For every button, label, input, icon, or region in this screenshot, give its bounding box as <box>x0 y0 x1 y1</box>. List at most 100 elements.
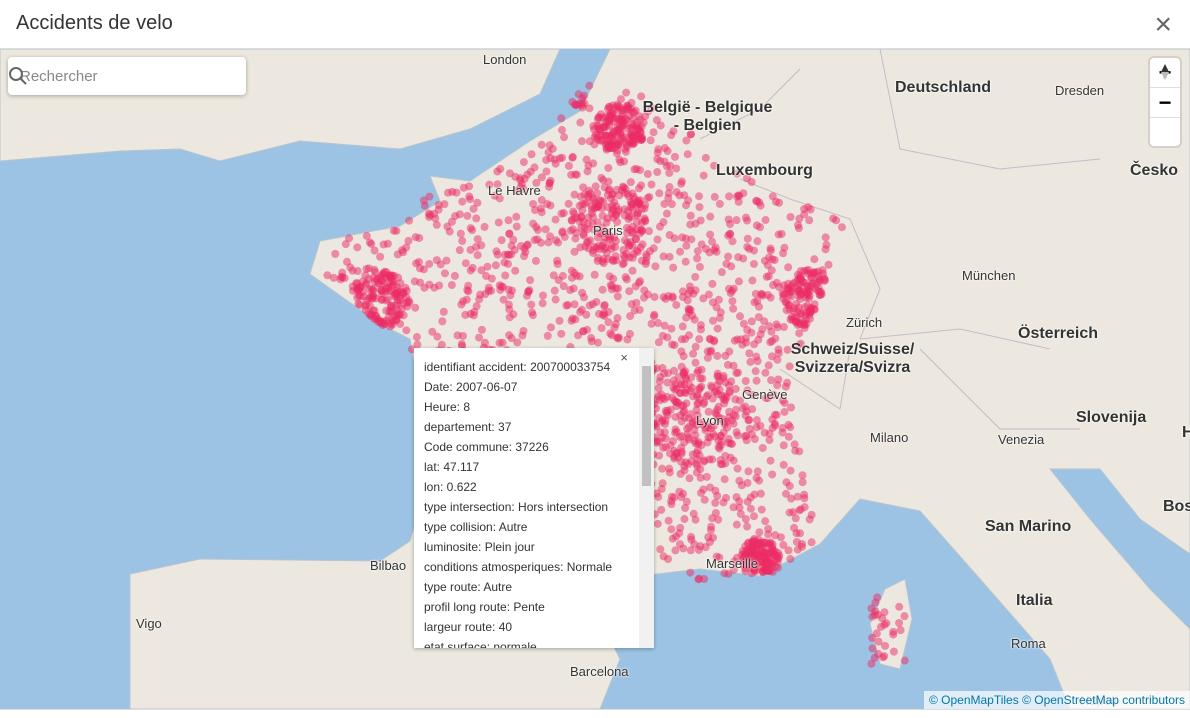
accident-marker[interactable] <box>439 307 448 316</box>
accident-marker[interactable] <box>786 554 795 563</box>
accident-marker[interactable] <box>572 228 581 237</box>
accident-marker[interactable] <box>771 562 780 571</box>
accident-marker[interactable] <box>657 505 666 514</box>
accident-marker[interactable] <box>617 122 626 131</box>
accident-marker[interactable] <box>599 238 608 247</box>
accident-marker[interactable] <box>665 168 674 177</box>
accident-marker[interactable] <box>491 261 500 270</box>
accident-marker[interactable] <box>568 273 577 282</box>
accident-marker[interactable] <box>710 192 719 201</box>
accident-marker[interactable] <box>361 271 370 280</box>
accident-marker[interactable] <box>794 303 803 312</box>
accident-marker[interactable] <box>584 186 593 195</box>
accident-marker[interactable] <box>784 263 793 272</box>
accident-marker[interactable] <box>705 455 714 464</box>
accident-marker[interactable] <box>654 338 663 347</box>
accident-marker[interactable] <box>710 336 719 345</box>
accident-marker[interactable] <box>644 107 653 116</box>
accident-marker[interactable] <box>685 474 694 483</box>
accident-marker[interactable] <box>706 526 715 535</box>
accident-marker[interactable] <box>587 337 596 346</box>
accident-marker[interactable] <box>636 243 645 252</box>
accident-marker[interactable] <box>822 240 831 249</box>
accident-marker[interactable] <box>686 410 695 419</box>
accident-marker[interactable] <box>725 407 734 416</box>
accident-marker[interactable] <box>654 319 663 328</box>
accident-marker[interactable] <box>778 396 787 405</box>
accident-marker[interactable] <box>650 292 659 301</box>
accident-marker[interactable] <box>530 163 539 172</box>
accident-marker[interactable] <box>741 213 750 222</box>
accident-marker[interactable] <box>472 242 481 251</box>
accident-marker[interactable] <box>814 283 823 292</box>
accident-marker[interactable] <box>656 373 665 382</box>
accident-marker[interactable] <box>746 504 755 513</box>
accident-marker[interactable] <box>665 252 674 261</box>
accident-marker[interactable] <box>774 230 783 239</box>
accident-marker[interactable] <box>696 473 705 482</box>
accident-marker[interactable] <box>672 300 681 309</box>
accident-marker[interactable] <box>723 423 732 432</box>
accident-marker[interactable] <box>715 314 724 323</box>
accident-marker[interactable] <box>532 178 541 187</box>
accident-marker[interactable] <box>742 338 751 347</box>
accident-marker[interactable] <box>557 114 566 123</box>
accident-marker[interactable] <box>593 115 602 124</box>
accident-marker[interactable] <box>570 300 579 309</box>
accident-marker[interactable] <box>331 249 340 258</box>
accident-marker[interactable] <box>798 539 807 548</box>
accident-marker[interactable] <box>665 464 674 473</box>
accident-marker[interactable] <box>667 200 676 209</box>
accident-marker[interactable] <box>652 404 661 413</box>
accident-marker[interactable] <box>590 270 599 279</box>
accident-marker[interactable] <box>728 297 737 306</box>
accident-marker[interactable] <box>677 493 686 502</box>
accident-marker[interactable] <box>623 101 632 110</box>
accident-marker[interactable] <box>513 338 522 347</box>
accident-marker[interactable] <box>353 243 362 252</box>
accident-marker[interactable] <box>537 140 546 149</box>
accident-marker[interactable] <box>696 325 705 334</box>
accident-marker[interactable] <box>663 147 672 156</box>
accident-marker[interactable] <box>733 169 742 178</box>
accident-marker[interactable] <box>662 209 671 218</box>
accident-marker[interactable] <box>794 287 803 296</box>
accident-marker[interactable] <box>512 186 521 195</box>
accident-marker[interactable] <box>576 118 585 127</box>
accident-marker[interactable] <box>601 228 610 237</box>
accident-marker[interactable] <box>664 516 673 525</box>
accident-marker[interactable] <box>733 431 742 440</box>
accident-marker[interactable] <box>493 180 502 189</box>
accident-marker[interactable] <box>798 478 807 487</box>
search-icon[interactable] <box>8 66 28 86</box>
accident-marker[interactable] <box>560 133 569 142</box>
accident-marker[interactable] <box>475 333 484 342</box>
accident-marker[interactable] <box>669 436 678 445</box>
accident-marker[interactable] <box>667 131 676 140</box>
accident-marker[interactable] <box>591 198 600 207</box>
accident-marker[interactable] <box>889 647 898 656</box>
accident-marker[interactable] <box>494 218 503 227</box>
accident-marker[interactable] <box>677 457 686 466</box>
accident-marker[interactable] <box>497 236 506 245</box>
accident-marker[interactable] <box>432 220 441 229</box>
accident-marker[interactable] <box>692 405 701 414</box>
accident-marker[interactable] <box>447 217 456 226</box>
accident-marker[interactable] <box>413 340 422 349</box>
accident-marker[interactable] <box>466 266 475 275</box>
accident-marker[interactable] <box>787 494 796 503</box>
accident-marker[interactable] <box>755 528 764 537</box>
accident-marker[interactable] <box>590 225 599 234</box>
accident-marker[interactable] <box>611 237 620 246</box>
accident-marker[interactable] <box>684 304 693 313</box>
accident-marker[interactable] <box>712 552 721 561</box>
accident-marker[interactable] <box>725 192 734 201</box>
accident-marker[interactable] <box>526 276 535 285</box>
accident-marker[interactable] <box>709 421 718 430</box>
accident-marker[interactable] <box>771 531 780 540</box>
accident-marker[interactable] <box>752 376 761 385</box>
accident-marker[interactable] <box>553 256 562 265</box>
accident-marker[interactable] <box>740 432 749 441</box>
accident-marker[interactable] <box>457 339 466 348</box>
accident-marker[interactable] <box>709 316 718 325</box>
